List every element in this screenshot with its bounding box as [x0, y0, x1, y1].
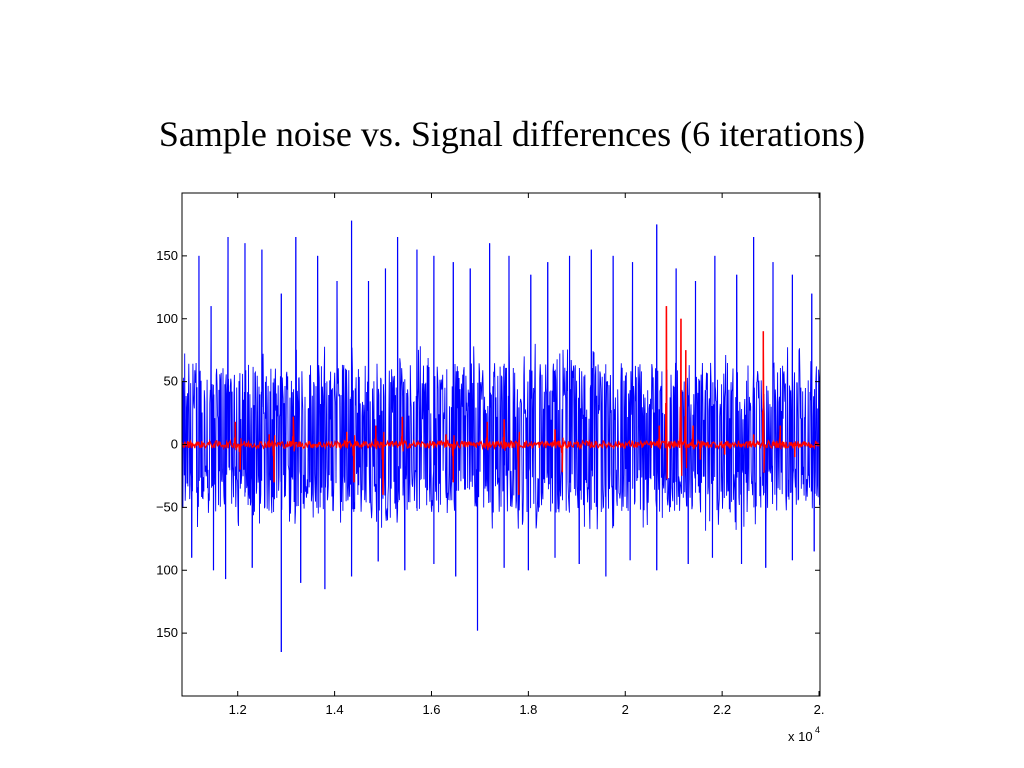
x-exponent-power: 4 [815, 725, 820, 735]
x-tick-label: 1.6 [422, 702, 440, 717]
y-tick-label: 100 [156, 311, 178, 326]
x-tick-label: 2. [814, 702, 825, 717]
x-tick-label: 2 [622, 702, 629, 717]
y-tick-label: 0 [171, 437, 178, 452]
y-tick-label: 150 [156, 625, 178, 640]
x-tick-label: 1.8 [519, 702, 537, 717]
x-tick-label: 2.2 [713, 702, 731, 717]
x-tick-label: 1.4 [326, 702, 344, 717]
y-tick-label: −50 [156, 499, 178, 514]
x-exponent-label: x 10 [788, 729, 813, 744]
y-tick-label: 100 [156, 562, 178, 577]
y-tick-label: 150 [156, 248, 178, 263]
x-tick-label: 1.2 [229, 702, 247, 717]
series-blue-line [182, 220, 820, 652]
slide-title: Sample noise vs. Signal differences (6 i… [158, 114, 866, 154]
series-red-line [182, 306, 820, 495]
y-tick-label: 50 [164, 374, 178, 389]
